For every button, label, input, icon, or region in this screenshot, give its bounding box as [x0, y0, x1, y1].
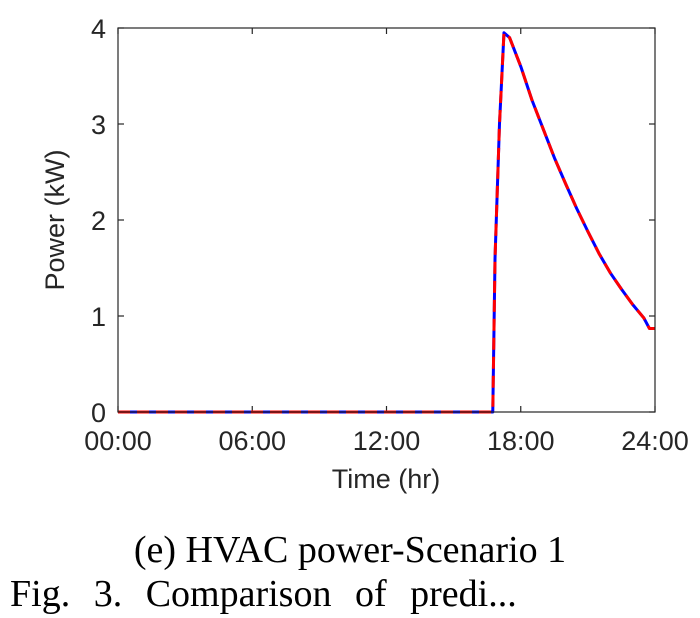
x-tick-label: 06:00 — [218, 426, 286, 456]
y-tick-label: 2 — [91, 206, 106, 236]
y-tick-label: 3 — [91, 110, 106, 140]
y-tick-label: 0 — [91, 398, 106, 428]
plot-background — [118, 28, 655, 412]
chart: 00:00 06:00 12:00 18:00 24:00 0 1 2 3 4 Time (hr… — [40, 14, 689, 494]
x-axis-label: Time (hr) — [332, 464, 441, 494]
y-tick-label: 4 — [91, 14, 106, 44]
subcaption: (e) HVAC power-Scenario 1 — [133, 529, 567, 571]
x-tick-label: 24:00 — [621, 426, 689, 456]
series-layer — [118, 31, 655, 414]
x-tick-label: 12:00 — [353, 426, 421, 456]
x-tick-label: 00:00 — [84, 426, 152, 456]
figure-caption: Fig. 3. Comparison of predi... — [10, 573, 517, 615]
y-tick-label: 1 — [91, 302, 106, 332]
y-axis-ticks: 0 1 2 3 4 — [91, 14, 655, 428]
x-axis-ticks: 00:00 06:00 12:00 18:00 24:00 — [84, 28, 689, 456]
plot-frame — [117, 27, 656, 413]
x-tick-label: 18:00 — [487, 426, 555, 456]
series-line-2 — [118, 31, 655, 414]
y-axis-label: Power (kW) — [40, 150, 70, 291]
